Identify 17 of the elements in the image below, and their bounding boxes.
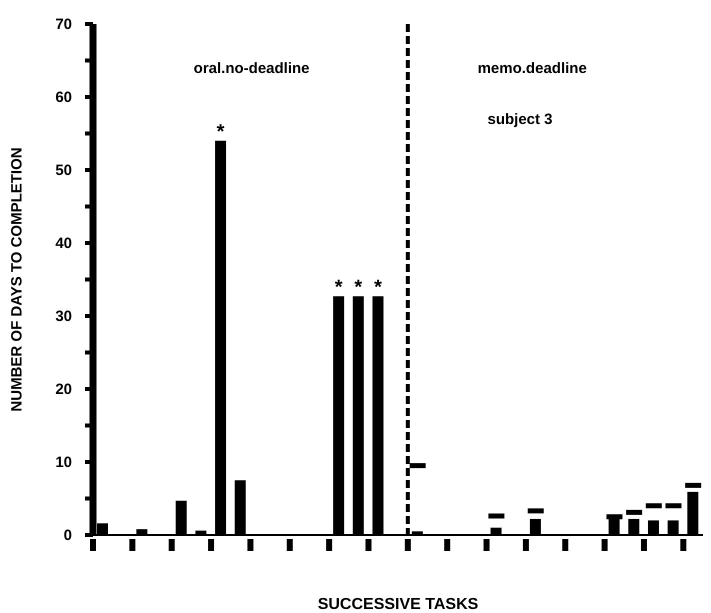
x-axis-title: SUCCESSIVE TASKS [318,596,479,613]
y-axis-title: NUMBER OF DAYS TO COMPLETION [8,147,26,412]
y-tick-label: 50 [55,162,72,179]
y-tick-label: 60 [55,89,72,106]
y-tick-label: 10 [55,454,72,471]
annotation: memo.deadline [478,60,587,77]
y-tick-label: 20 [55,381,72,398]
data-label: * [216,120,225,143]
y-tick-label: 0 [64,527,72,544]
y-tick-label: 30 [55,308,72,325]
annotation: oral.no-deadline [194,60,310,77]
y-tick-label: 70 [55,16,72,33]
data-label: * [374,276,382,298]
data-label: * [334,276,343,298]
annotation: subject 3 [487,110,553,128]
data-label: * [354,276,362,298]
y-tick-label: 40 [55,235,72,252]
